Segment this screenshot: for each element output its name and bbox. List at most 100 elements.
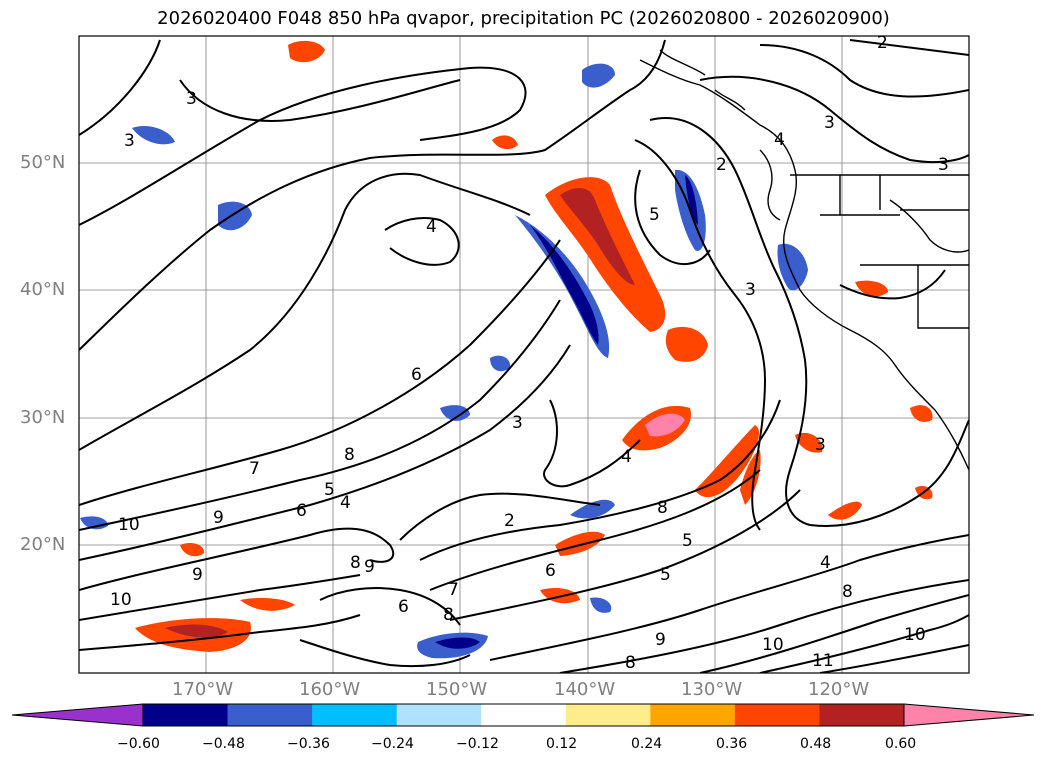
contour-line [79, 239, 561, 506]
contour-line [79, 574, 361, 621]
lon-label-120w: 120°W [808, 679, 870, 700]
contour-line [649, 117, 969, 527]
contour-label: 5 [660, 565, 671, 585]
contour-line [699, 75, 969, 164]
contour-label: 4 [340, 493, 351, 513]
colorbar-tick-label: 0.36 [716, 736, 748, 752]
colorbar-segment [396, 704, 482, 726]
contour-label: 5 [649, 205, 660, 225]
pc-blob [645, 413, 685, 437]
colorbar-tick-label: 0.60 [885, 736, 917, 752]
contour-label: 9 [213, 508, 224, 528]
colorbar-extend-max [904, 704, 1034, 726]
colorbar-tick-label: −0.12 [456, 736, 499, 752]
contour-line [634, 169, 711, 265]
lon-label-170w: 170°W [172, 679, 234, 700]
pc-blob [590, 597, 612, 613]
colorbar-segment [143, 704, 229, 726]
contour-label: 10 [762, 635, 784, 655]
pc-blob [685, 175, 698, 225]
colorbar-segment [481, 704, 567, 726]
contour-label: 7 [249, 459, 260, 479]
north-america-coast [639, 59, 969, 471]
contour-label: 3 [186, 89, 197, 109]
pc-blob [530, 225, 599, 345]
contour-label: 4 [774, 130, 785, 150]
pc-blob [555, 531, 605, 556]
pc-blob [828, 501, 862, 520]
pc-blob [288, 40, 325, 63]
colorbar-frame [142, 703, 905, 727]
contour-line [79, 172, 531, 451]
contour-line [79, 39, 161, 136]
colorbar-segment [819, 704, 905, 726]
contour-label: 8 [344, 445, 355, 465]
contour-line [79, 299, 561, 531]
contour-line [79, 527, 395, 591]
colorbar-segment [312, 704, 398, 726]
contour-label: 3 [938, 155, 949, 175]
contour-label: 3 [124, 131, 135, 151]
contour-line [489, 534, 969, 661]
contour-label: 8 [842, 582, 853, 602]
colorbar-extend-min [12, 704, 143, 726]
contour-label: 3 [815, 435, 826, 455]
coastline-detail [889, 199, 969, 253]
contour-label: 10 [110, 590, 132, 610]
contour-label: 3 [745, 280, 756, 300]
contour-label: 2 [716, 155, 727, 175]
pc-blob [165, 624, 228, 638]
contour-label: 2 [877, 33, 888, 53]
colorbar-tick-label: 0.24 [631, 736, 663, 752]
contour-label: 5 [682, 531, 693, 551]
contour-line [79, 344, 571, 561]
contour-line [559, 579, 969, 673]
contour-label: 7 [448, 580, 459, 600]
colorbar-tick-label: −0.36 [287, 736, 330, 752]
pc-blob [855, 280, 888, 297]
contour-line [819, 644, 969, 673]
contour-label: 4 [621, 447, 632, 467]
colorbar-tick-label: −0.48 [202, 736, 245, 752]
colorbar-segment [734, 704, 820, 726]
lon-label-150w: 150°W [426, 679, 488, 700]
pc-blob [665, 326, 708, 362]
pc-blob [132, 125, 175, 145]
pc-blob [180, 542, 205, 557]
colorbar [11, 703, 1035, 727]
contour-label: 9 [192, 565, 203, 585]
contour-label: 4 [426, 217, 437, 237]
pc-blob [435, 637, 480, 649]
contour-label: 3 [824, 113, 835, 133]
contour-label: 8 [657, 498, 668, 518]
contour-line [839, 269, 946, 300]
colorbar-segment [565, 704, 651, 726]
lon-label-160w: 160°W [299, 679, 361, 700]
contour-line [179, 79, 461, 122]
contour-line [384, 217, 460, 266]
contour-line [634, 139, 767, 531]
pc-blob [695, 425, 760, 498]
contour-line [419, 399, 781, 561]
contour-line [429, 469, 761, 591]
contour-line [79, 39, 666, 351]
contour-line [543, 399, 641, 488]
colorbar-tick-label: −0.24 [371, 736, 414, 752]
pc-blob [910, 405, 933, 422]
pc-blob [795, 432, 823, 453]
lat-label-50n: 50°N [20, 152, 66, 173]
lon-label-130w: 130°W [681, 679, 743, 700]
contour-label: 10 [118, 515, 140, 535]
lat-label-40n: 40°N [20, 279, 66, 300]
alaska-panhandle [659, 49, 746, 111]
contour-label: 6 [411, 365, 422, 385]
contour-line [449, 489, 801, 621]
pc-blob [570, 499, 615, 519]
contour-line [319, 587, 461, 626]
contour-label: 11 [812, 651, 834, 671]
colorbar-segment [650, 704, 736, 726]
contour-line [299, 639, 471, 668]
contour-line [759, 614, 969, 673]
qvapor-contours [79, 39, 969, 673]
